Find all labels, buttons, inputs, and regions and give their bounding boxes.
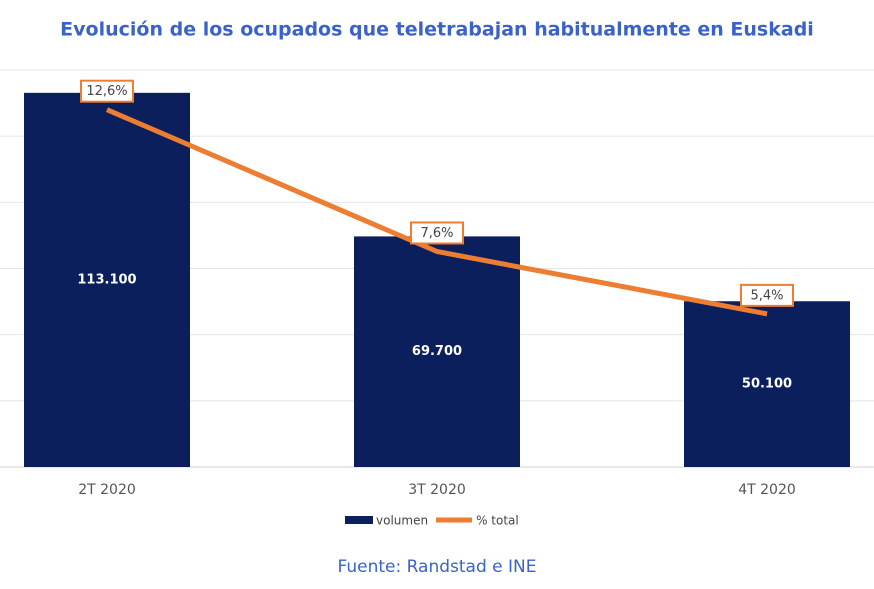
- bar-label: 113.100: [77, 272, 136, 287]
- bar: [354, 236, 520, 467]
- bar-label: 69.700: [412, 344, 462, 359]
- bar-label: 50.100: [742, 377, 792, 392]
- bar: [684, 301, 850, 467]
- source: Fuente: Randstad e INE: [337, 557, 536, 577]
- legend-label: volumen: [376, 514, 428, 528]
- chart-title: Evolución de los ocupados que teletrabaj…: [60, 19, 814, 41]
- data-label: 5,4%: [750, 288, 783, 303]
- data-label-box: [410, 221, 464, 245]
- data-label-box: [740, 283, 794, 307]
- x-tick-label: 3T 2020: [408, 482, 466, 498]
- bar: [24, 92, 190, 467]
- data-label-box: [80, 79, 134, 103]
- legend-swatch: [345, 516, 373, 524]
- data-label: 12,6%: [86, 84, 127, 99]
- x-tick-label: 2T 2020: [78, 482, 136, 498]
- line: [106, 107, 768, 317]
- x-tick-label: 4T 2020: [738, 482, 796, 498]
- data-label: 7,6%: [420, 226, 453, 241]
- legend-label: % total: [476, 514, 519, 528]
